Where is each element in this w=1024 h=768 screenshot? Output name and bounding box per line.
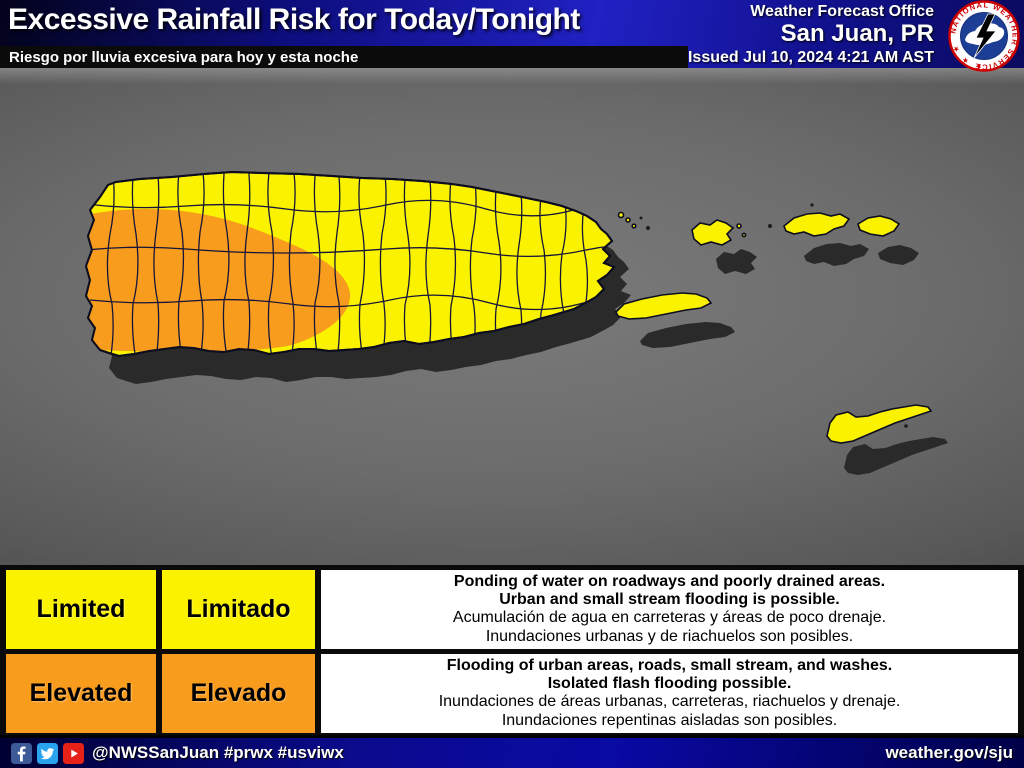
map-svg	[85, 171, 948, 475]
office-block: Weather Forecast Office San Juan, PR Iss…	[688, 0, 1024, 68]
culebra-island	[691, 219, 734, 246]
description-line: Urban and small stream flooding is possi…	[499, 591, 840, 609]
legend-row-limited: Limited Limitado Ponding of water on roa…	[6, 570, 1018, 649]
nws-logo-icon: NATIONAL WEATHER SERVICE ★ ★ ★	[948, 0, 1020, 72]
issued-timestamp: Issued Jul 10, 2024 4:21 AM AST	[687, 49, 934, 67]
description-line: Ponding of water on roadways and poorly …	[453, 573, 886, 590]
islet	[631, 223, 637, 229]
elevated-label-cell: Elevated	[6, 653, 156, 733]
islet	[741, 232, 747, 238]
twitter-icon	[37, 742, 58, 764]
limited-description-cell: Ponding of water on roadways and poorly …	[321, 570, 1018, 649]
risk-label-en: Elevated	[29, 678, 133, 707]
description-line: Inundaciones repentinas aisladas son pos…	[501, 711, 838, 729]
youtube-icon	[63, 742, 84, 764]
risk-legend-table: Limited Limitado Ponding of water on roa…	[0, 565, 1024, 735]
puerto-rico-elevated-area	[86, 208, 351, 353]
description-line: Inundaciones de áreas urbanas, carretera…	[438, 693, 901, 711]
description-line: Inundaciones urbanas y de riachuelos son…	[485, 627, 854, 645]
page-title: Excessive Rainfall Risk for Today/Tonigh…	[8, 3, 580, 36]
legend-row-elevated: Elevated Elevado Flooding of urban areas…	[6, 653, 1018, 733]
st-john-island	[857, 215, 900, 237]
islet	[625, 217, 631, 223]
header-title-block: Excessive Rainfall Risk for Today/Tonigh…	[0, 0, 688, 68]
description-line: Flooding of urban areas, roads, small st…	[446, 656, 893, 674]
limitado-label-cell: Limitado	[162, 570, 315, 649]
risk-label-es: Limitado	[186, 594, 291, 623]
social-icons	[11, 742, 84, 764]
office-name: San Juan, PR	[780, 20, 934, 48]
rainfall-risk-map	[0, 68, 1024, 565]
st-croix-island	[826, 404, 932, 444]
website-url: weather.gov/sju	[885, 743, 1013, 762]
header-banner: Excessive Rainfall Risk for Today/Tonigh…	[0, 0, 1024, 72]
elevado-label-cell: Elevado	[162, 653, 315, 733]
islet	[736, 223, 742, 229]
facebook-icon	[11, 742, 32, 764]
vieques-island	[615, 292, 712, 320]
description-line: Acumulación de agua en carreteras y área…	[452, 609, 887, 627]
description-line: Isolated flash flooding possible.	[547, 675, 792, 693]
islet-shadows	[639, 203, 908, 428]
risk-label-en: Limited	[36, 594, 126, 623]
office-label: Weather Forecast Office	[750, 3, 934, 20]
risk-label-es: Elevado	[190, 678, 287, 707]
elevated-description-cell: Flooding of urban areas, roads, small st…	[321, 653, 1018, 733]
st-thomas-island	[783, 212, 850, 237]
social-handle-text: @NWSSanJuan #prwx #usviwx	[92, 743, 344, 762]
footer-bar: @NWSSanJuan #prwx #usviwx weather.gov/sj…	[0, 735, 1024, 768]
islet	[617, 211, 625, 219]
subtitle-bar: Riesgo por lluvia excesiva para hoy y es…	[0, 46, 688, 68]
page-subtitle: Riesgo por lluvia excesiva para hoy y es…	[9, 48, 359, 66]
logo-lightning-bolt	[973, 13, 997, 59]
limited-label-cell: Limited	[6, 570, 156, 649]
